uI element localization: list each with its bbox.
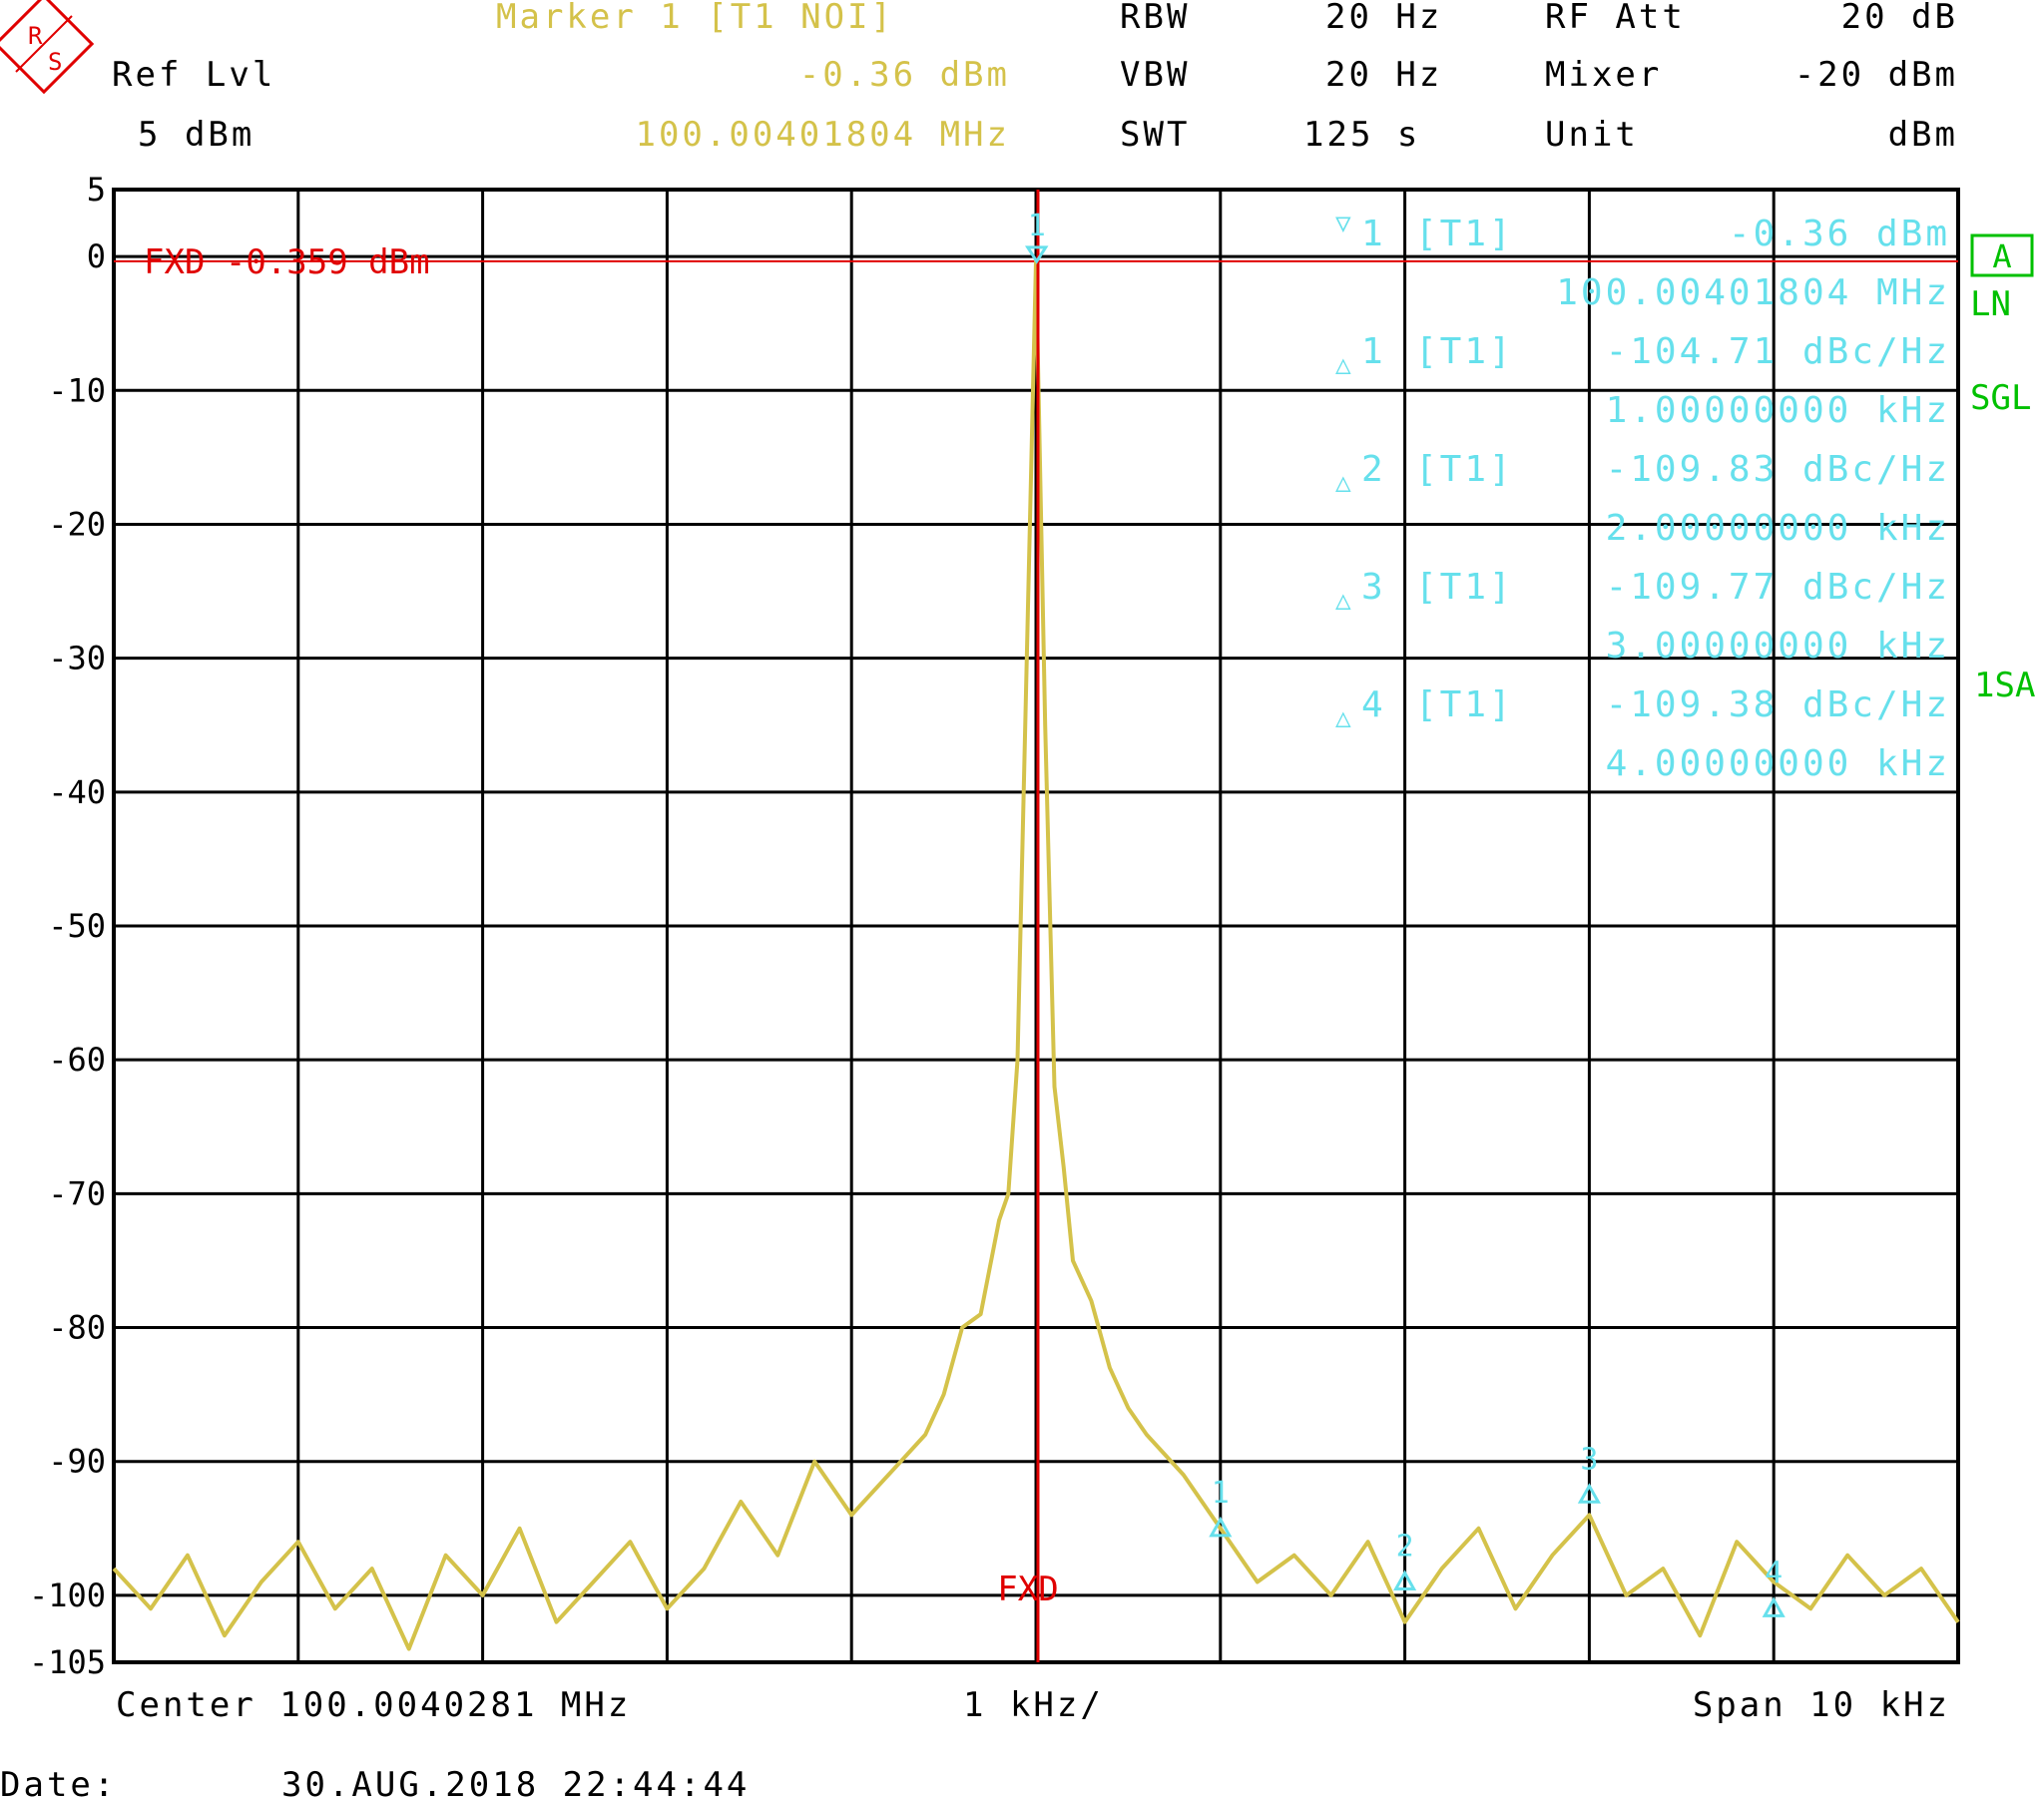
- marker-trace: [T1]: [1415, 449, 1514, 490]
- marker-level: -0.36 dBm: [799, 55, 1010, 95]
- ref-lvl-label: Ref Lvl: [112, 55, 275, 95]
- marker-frequency-offset: 1.00000000 kHz: [1606, 390, 1950, 431]
- marker-trace: [T1]: [1415, 331, 1514, 372]
- marker-value: -104.71 dBc/Hz: [1606, 331, 1950, 372]
- marker-type-icon: △: [1335, 586, 1351, 616]
- marker-point-label: 2: [1396, 1529, 1414, 1564]
- vbw-label: VBW: [1120, 55, 1190, 95]
- marker-frequency-offset: 2.00000000 kHz: [1606, 508, 1950, 549]
- trace-badge: A: [1992, 237, 2011, 275]
- marker-type-icon: △: [1335, 350, 1351, 380]
- marker-trace: [T1]: [1415, 684, 1514, 725]
- swt-value: 125 s: [1303, 115, 1420, 155]
- marker-id: 4: [1361, 684, 1386, 725]
- rbw-value: 20 Hz: [1325, 0, 1442, 37]
- trace-badge-box: [1970, 233, 2034, 277]
- date-value: 30.AUG.2018 22:44:44: [281, 1765, 750, 1798]
- marker-frequency-offset: 4.00000000 kHz: [1606, 743, 1950, 784]
- y-tick-label: -90: [48, 1443, 106, 1481]
- mixer-value: -20 dBm: [1794, 55, 1958, 95]
- center-frequency: Center 100.0040281 MHz: [116, 1685, 631, 1725]
- rs-logo: R S: [0, 0, 95, 95]
- marker-frequency-offset: 3.00000000 kHz: [1606, 626, 1950, 667]
- marker-value: -0.36 dBm: [1729, 214, 1950, 254]
- fxd-reference-label: FXD -0.359 dBm: [144, 242, 430, 282]
- marker-point-label: 3: [1580, 1442, 1598, 1477]
- marker-id: 1: [1361, 331, 1386, 372]
- marker-point-label: 1: [1028, 209, 1046, 243]
- marker-readout-table: ▽ 1 [T1] -0.36 dBm 100.00401804 MHz △ 1 [T1] -10…: [1335, 209, 1950, 784]
- marker-symbol: [1024, 245, 1049, 264]
- y-tick-label: -40: [48, 773, 106, 811]
- marker-type-icon: △: [1335, 703, 1351, 733]
- ref-lvl-value: 5 dBm: [138, 115, 255, 155]
- rf-att-label: RF Att: [1545, 0, 1686, 37]
- marker-frequency: 100.00401804 MHz: [635, 115, 1010, 155]
- marker-symbol: [1762, 1596, 1786, 1617]
- plot-grid: [112, 188, 1960, 1664]
- side-annotations: A LN SGL 1SA: [1970, 233, 2035, 705]
- trace-markers: 1 1 2 3 4: [1024, 209, 1786, 1617]
- marker-id: 3: [1361, 567, 1386, 608]
- y-tick-label: 5: [87, 171, 106, 209]
- division-scale: 1 kHz/: [963, 1685, 1104, 1725]
- marker-value: -109.83 dBc/Hz: [1606, 449, 1950, 490]
- y-tick-label: -20: [48, 505, 106, 543]
- swt-label: SWT: [1120, 115, 1190, 155]
- rbw-label: RBW: [1120, 0, 1190, 37]
- y-tick-label: -105: [29, 1643, 106, 1681]
- marker-value: -109.77 dBc/Hz: [1606, 567, 1950, 608]
- marker-type-icon: ▽: [1335, 209, 1351, 238]
- marker-id: 2: [1361, 449, 1386, 490]
- y-tick-label: -70: [48, 1174, 106, 1212]
- marker-value: -109.38 dBc/Hz: [1606, 684, 1950, 725]
- marker-type-icon: △: [1335, 468, 1351, 498]
- sgl-indicator: SGL: [1970, 378, 2031, 418]
- marker-trace: [T1]: [1415, 567, 1514, 608]
- span: Span 10 kHz: [1693, 1685, 1950, 1725]
- fxd-vertical-label: FXD: [997, 1570, 1058, 1609]
- marker-point-label: 1: [1212, 1476, 1230, 1511]
- marker-frequency-offset: 100.00401804 MHz: [1556, 272, 1950, 313]
- y-tick-label: -30: [48, 640, 106, 677]
- vbw-value: 20 Hz: [1325, 55, 1442, 95]
- marker-id: 1: [1361, 214, 1386, 254]
- marker-symbol: [1577, 1483, 1601, 1504]
- marker-trace: [T1]: [1415, 214, 1514, 254]
- y-tick-label: -10: [48, 371, 106, 409]
- mixer-label: Mixer: [1545, 55, 1662, 95]
- logo-letter-s: S: [48, 48, 62, 76]
- marker-symbol: [1393, 1570, 1417, 1590]
- y-tick-label: -100: [29, 1576, 106, 1614]
- marker-symbol: [1209, 1516, 1233, 1538]
- marker-title: Marker 1 [T1 NOI]: [496, 0, 894, 37]
- date-label: Date:: [0, 1765, 117, 1798]
- sa-indicator: 1SA: [1974, 666, 2035, 705]
- ln-indicator: LN: [1970, 284, 2011, 324]
- unit-label: Unit: [1545, 115, 1639, 155]
- marker-point-label: 4: [1765, 1556, 1783, 1590]
- logo-letter-r: R: [28, 22, 43, 50]
- y-tick-labels: 5 0 -10 -20 -30 -40 -50 -60 -70 -80 -90 -100 -105: [29, 171, 106, 1681]
- y-tick-label: -80: [48, 1309, 106, 1347]
- fxd-vertical-line: FXD: [997, 190, 1059, 1662]
- rf-att-value: 20 dB: [1841, 0, 1958, 37]
- y-tick-label: 0: [87, 237, 106, 275]
- unit-value: dBm: [1888, 115, 1958, 155]
- y-tick-label: -50: [48, 907, 106, 945]
- y-tick-label: -60: [48, 1041, 106, 1079]
